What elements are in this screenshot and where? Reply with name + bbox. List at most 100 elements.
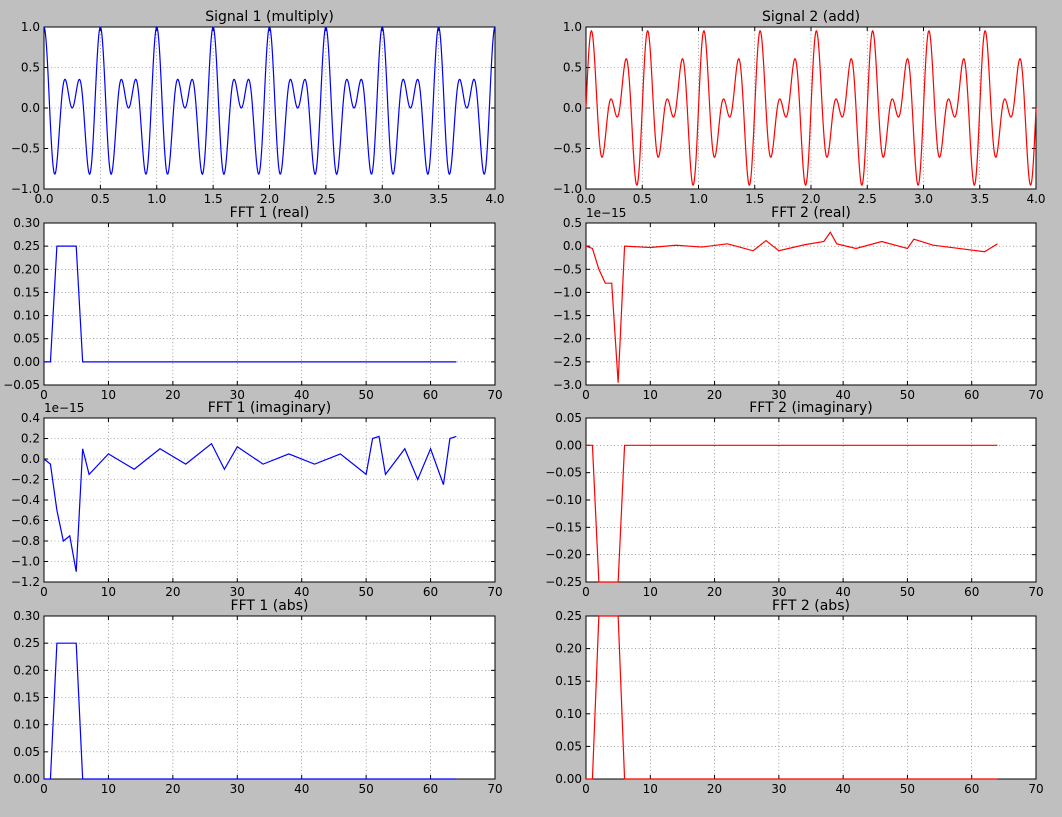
x-tick-label: 30 — [771, 388, 786, 402]
x-tick-label: 70 — [487, 782, 502, 796]
series-line-1 — [44, 642, 457, 780]
chart-panel-5: 0 10 20 30 40 50 60 70 0.4 0.2 0.0 −0.2 −0.4 −0.6 −0.8… — [11, 400, 503, 599]
y-tick-label: −1.2 — [11, 575, 40, 589]
x-tick-label: 40 — [836, 782, 851, 796]
y-tick-label: −0.8 — [11, 534, 40, 548]
x-tick-label: 1.0 — [689, 192, 708, 206]
series-line-1 — [43, 25, 496, 176]
chart-title: FFT 2 (imaginary) — [749, 400, 873, 416]
y-tick-label: −2.0 — [553, 332, 582, 346]
x-tick-label: 30 — [771, 782, 786, 796]
x-tick-label: 0 — [582, 585, 590, 599]
y-tick-label: 0.5 — [563, 216, 582, 230]
y-tick-label: 0.00 — [555, 438, 582, 452]
x-tick-label: 3.0 — [373, 192, 392, 206]
x-tick-label: 30 — [230, 585, 245, 599]
y-tick-label: 0.0 — [21, 101, 40, 115]
y-tick-label: 0.05 — [13, 332, 40, 346]
y-tick-label: 0.30 — [13, 216, 40, 230]
y-tick-label: 0.5 — [563, 61, 582, 75]
x-tick-label: 4.0 — [1026, 192, 1045, 206]
y-tick-label: 0.15 — [555, 674, 582, 688]
y-offset-label: 1e−15 — [44, 401, 84, 415]
series-line-1 — [586, 444, 998, 583]
y-tick-label: 0.00 — [13, 772, 40, 786]
x-tick-label: 10 — [643, 388, 658, 402]
x-tick-label: 60 — [423, 585, 438, 599]
x-tick-label: 20 — [707, 585, 722, 599]
y-tick-label: 0.00 — [13, 355, 40, 369]
y-tick-label: −1.5 — [553, 309, 582, 323]
chart-panel-6: 0 10 20 30 40 50 60 70 0.05 0.00 −0.05 −0.10 −0.15 −0… — [545, 400, 1043, 599]
y-tick-label: −2.5 — [553, 355, 582, 369]
series-line-1 — [44, 245, 457, 363]
x-tick-label: 3.5 — [429, 192, 448, 206]
x-tick-label: 0 — [582, 782, 590, 796]
x-tick-label: 30 — [230, 388, 245, 402]
y-tick-label: 0.15 — [13, 285, 40, 299]
y-tick-label: 0.10 — [13, 309, 40, 323]
x-tick-label: 70 — [1028, 388, 1043, 402]
x-tick-label: 50 — [359, 585, 374, 599]
y-tick-label: −1.0 — [553, 182, 582, 196]
y-tick-label: −0.5 — [11, 142, 40, 156]
y-tick-label: 0.20 — [13, 262, 40, 276]
y-tick-label: −3.0 — [553, 378, 582, 392]
x-tick-label: 60 — [964, 585, 979, 599]
x-tick-label: 60 — [423, 782, 438, 796]
x-tick-label: 10 — [101, 388, 116, 402]
x-tick-label: 20 — [707, 782, 722, 796]
x-tick-label: 40 — [294, 585, 309, 599]
y-tick-label: −1.0 — [553, 285, 582, 299]
x-tick-label: 50 — [900, 388, 915, 402]
x-tick-label: 10 — [643, 782, 658, 796]
y-tick-label: 0.20 — [555, 642, 582, 656]
y-tick-label: −0.6 — [11, 514, 40, 528]
y-tick-label: −0.05 — [3, 378, 40, 392]
x-tick-label: 2.0 — [801, 192, 820, 206]
y-tick-label: −0.15 — [545, 520, 582, 534]
x-tick-label: 0.5 — [633, 192, 652, 206]
plot-area — [43, 222, 496, 386]
y-tick-label: 0.0 — [563, 101, 582, 115]
y-tick-label: 0.25 — [555, 609, 582, 623]
x-tick-label: 60 — [964, 388, 979, 402]
x-tick-label: 50 — [900, 585, 915, 599]
y-tick-label: 0.4 — [21, 411, 40, 425]
x-tick-label: 20 — [165, 782, 180, 796]
y-tick-label: 0.5 — [21, 61, 40, 75]
series-line-1 — [586, 615, 998, 780]
x-tick-label: 0.5 — [91, 192, 110, 206]
y-tick-label: 0.0 — [21, 452, 40, 466]
x-tick-label: 20 — [165, 585, 180, 599]
plot-area — [43, 615, 496, 780]
x-tick-label: 50 — [900, 782, 915, 796]
series-line-1 — [43, 435, 457, 572]
y-tick-label: 0.10 — [13, 718, 40, 732]
plot-area — [585, 615, 1037, 780]
x-tick-label: 40 — [294, 782, 309, 796]
x-tick-label: 2.0 — [260, 192, 279, 206]
x-tick-label: 2.5 — [858, 192, 877, 206]
x-tick-label: 1.0 — [147, 192, 166, 206]
x-tick-label: 3.0 — [914, 192, 933, 206]
y-tick-label: 0.30 — [13, 609, 40, 623]
y-tick-label: −1.0 — [11, 555, 40, 569]
x-tick-label: 1.5 — [204, 192, 223, 206]
x-tick-label: 30 — [771, 585, 786, 599]
y-tick-label: −0.4 — [11, 493, 40, 507]
y-tick-label: −0.2 — [11, 473, 40, 487]
x-tick-label: 3.5 — [970, 192, 989, 206]
y-tick-label: 0.05 — [13, 745, 40, 759]
y-tick-label: −0.20 — [545, 548, 582, 562]
y-tick-label: 0.0 — [563, 239, 582, 253]
y-tick-label: 0.2 — [21, 432, 40, 446]
chart-panel-1: 0.0 0.5 1.0 1.5 2.0 2.5 3.0 3.5 4.0 1.0 0.5 0.0 −0.5… — [11, 9, 505, 206]
y-tick-label: 1.0 — [21, 20, 40, 34]
chart-title: FFT 2 (abs) — [772, 598, 850, 614]
x-tick-label: 70 — [1028, 585, 1043, 599]
x-tick-label: 40 — [836, 388, 851, 402]
x-tick-label: 0 — [40, 782, 48, 796]
y-tick-label: −0.10 — [545, 493, 582, 507]
